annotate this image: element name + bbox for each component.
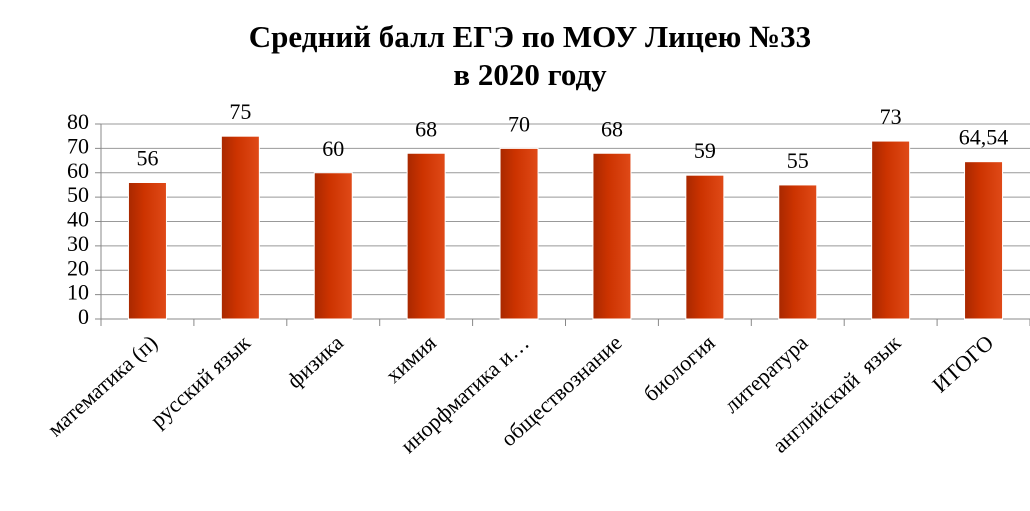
data-label: 73	[880, 104, 902, 129]
data-label: 56	[136, 146, 158, 171]
x-tick-label: биология	[639, 330, 720, 407]
bar	[406, 152, 446, 320]
y-tick-label: 30	[67, 231, 89, 256]
bar	[127, 182, 167, 320]
x-tick-label: ИТОГО	[927, 330, 998, 397]
x-tick-label: химия	[381, 330, 441, 388]
x-tick-label: математика (п)	[42, 330, 162, 441]
data-label: 68	[601, 116, 623, 141]
y-tick-label: 60	[67, 158, 89, 183]
chart-title: в 2020 году	[453, 57, 607, 92]
data-label: 59	[694, 138, 716, 163]
data-label: 75	[229, 99, 251, 124]
data-label: 68	[415, 116, 437, 141]
data-label: 70	[508, 111, 530, 136]
bar	[685, 174, 725, 320]
y-tick-label: 50	[67, 182, 89, 207]
bar	[220, 135, 260, 320]
chart-title: Средний балл ЕГЭ по МОУ Лицею №33	[249, 19, 811, 54]
bar	[592, 152, 632, 320]
bar	[313, 172, 353, 320]
x-tick-label: физика	[282, 330, 348, 393]
x-tick-label: литература	[719, 330, 813, 418]
data-label: 55	[787, 148, 809, 173]
y-tick-label: 0	[78, 304, 89, 329]
bar	[499, 147, 539, 320]
y-tick-label: 70	[67, 133, 89, 158]
y-tick-label: 80	[67, 109, 89, 134]
y-tick-label: 40	[67, 207, 89, 232]
bar	[778, 184, 818, 320]
bar	[871, 140, 911, 320]
data-label: 60	[322, 136, 344, 161]
y-tick-label: 10	[67, 280, 89, 305]
data-label: 64,54	[959, 125, 1009, 150]
x-tick-label: русский язык	[145, 330, 255, 433]
y-tick-label: 20	[67, 255, 89, 280]
bar	[964, 161, 1004, 320]
